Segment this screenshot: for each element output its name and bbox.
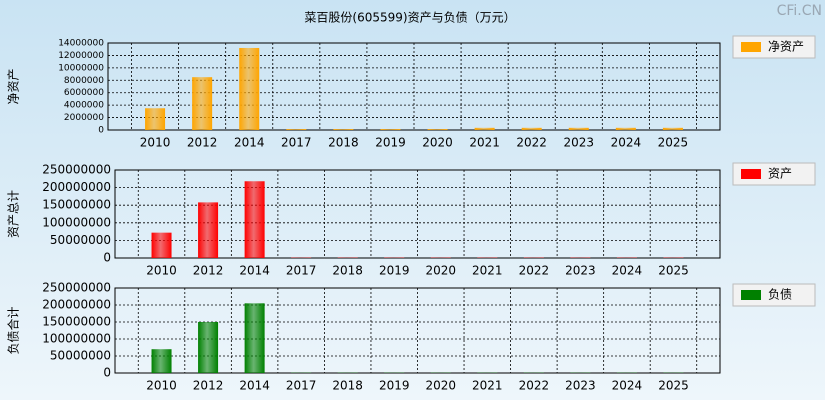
plot-frame [114,169,721,259]
y-tick-label: 8000000 [64,76,104,86]
y-tick-label: 250000000 [42,163,111,177]
x-tick-label: 2024 [612,264,643,278]
y-tick-label: 200000000 [42,298,111,312]
legend-label: 负债 [768,288,792,302]
y-axis-label: 净资产 [7,68,21,104]
x-tick-label: 2012 [187,136,218,150]
bar [568,127,589,130]
y-tick-label: 2000000 [64,113,104,123]
x-tick-label: 2020 [422,136,453,150]
x-tick-label: 2014 [234,136,265,150]
bar [521,127,542,130]
x-tick-label: 2018 [328,136,359,150]
legend-label: 净资产 [768,40,804,54]
x-tick-label: 2024 [611,136,642,150]
x-tick-label: 2022 [516,136,547,150]
x-tick-label: 2014 [239,264,270,278]
x-tick-label: 2019 [379,264,410,278]
x-tick-label: 2010 [146,264,177,278]
legend-swatch [741,42,761,52]
bar [244,181,265,258]
x-tick-label: 2022 [519,379,550,393]
x-tick-label: 2019 [375,136,406,150]
bar [239,47,260,130]
y-tick-label: 0 [103,251,111,265]
x-tick-label: 2020 [425,264,456,278]
y-tick-label: 150000000 [42,198,111,212]
watermark: CFi.CN [777,3,822,19]
x-tick-label: 2010 [146,379,177,393]
y-tick-label: 4000000 [64,101,104,111]
legend-box [732,162,816,186]
x-tick-label: 2017 [281,136,312,150]
bar [427,129,448,130]
x-tick-label: 2021 [469,136,500,150]
x-tick-label: 2020 [425,379,456,393]
x-tick-label: 2010 [140,136,171,150]
y-tick-label: 50000000 [50,233,111,247]
y-tick-label: 14000000 [58,39,104,49]
y-tick-label: 100000000 [42,332,111,346]
x-tick-label: 2023 [565,264,596,278]
x-tick-label: 2025 [658,379,689,393]
bar [198,202,219,258]
x-tick-label: 2014 [239,379,270,393]
bar [333,129,354,130]
y-axis-label: 负债合计 [6,306,21,354]
plot-frame [114,287,721,374]
x-tick-label: 2018 [332,264,363,278]
bar [474,127,495,130]
legend-box [732,35,816,59]
y-tick-label: 100000000 [42,215,111,229]
y-tick-label: 200000000 [42,180,111,194]
y-tick-label: 12000000 [58,51,104,61]
legend-box [732,283,816,307]
bar [151,349,172,373]
bar [244,303,265,373]
x-tick-label: 2025 [658,264,689,278]
y-tick-label: 0 [98,126,104,136]
legend-swatch [741,290,761,300]
x-tick-label: 2018 [332,379,363,393]
x-tick-label: 2012 [193,264,224,278]
legend-label: 资产 [768,167,792,181]
y-axis-label: 资产总计 [7,190,21,238]
x-tick-label: 2012 [193,379,224,393]
x-tick-label: 2019 [379,379,410,393]
x-tick-label: 2017 [286,264,317,278]
bar [615,127,636,130]
legend-swatch [741,169,761,179]
x-tick-label: 2023 [565,379,596,393]
bar [151,232,172,258]
y-tick-label: 10000000 [58,63,104,73]
x-tick-label: 2021 [472,264,503,278]
x-tick-label: 2017 [286,379,317,393]
bar [286,129,307,130]
x-tick-label: 2022 [519,264,550,278]
bar [662,127,683,130]
bar [145,108,166,130]
y-tick-label: 6000000 [64,88,104,98]
y-tick-label: 0 [103,366,111,380]
x-tick-label: 2021 [472,379,503,393]
bar [192,77,213,130]
bar [198,322,219,373]
y-tick-label: 50000000 [50,349,111,363]
chart-title: 菜百股份(605599)资产与负债（万元） [304,11,515,25]
y-tick-label: 250000000 [42,281,111,295]
bar [380,129,401,130]
x-tick-label: 2024 [612,379,643,393]
plot-frame [107,42,721,131]
y-tick-label: 150000000 [42,315,111,329]
x-tick-label: 2023 [563,136,594,150]
x-tick-label: 2025 [658,136,689,150]
